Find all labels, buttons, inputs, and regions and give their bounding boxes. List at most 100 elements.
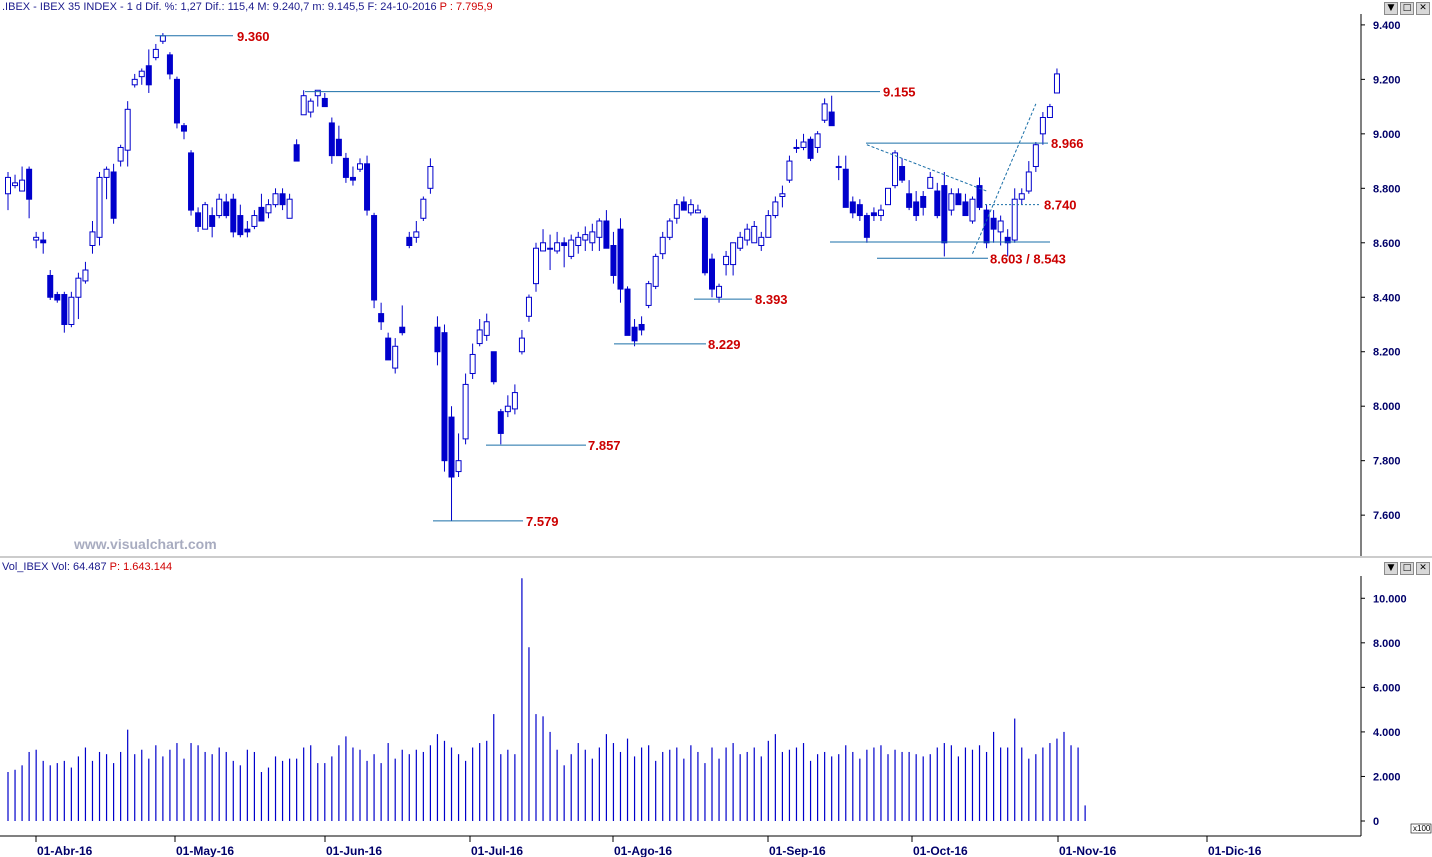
candle-body [687,204,694,214]
price-tick: 8.000 [1361,401,1401,413]
price-tick-label: 7.600 [1373,510,1401,522]
candle-body [744,228,751,241]
candle [927,171,934,189]
date-tick: 01-May-16 [174,836,234,857]
date-tick: 01-Ago-16 [612,836,672,857]
candle-body [885,187,891,206]
price-panel-window-buttons: ▼ □ ✕ [1384,2,1430,15]
candle-body [89,231,96,247]
date-axis: 01-Abr-16 01-May-16 01-Jun-16 01-Jul-16 01-A… [35,836,1262,857]
candle-body [835,166,842,169]
candle-body [617,228,624,290]
candle-body [1018,193,1025,200]
minimize-icon[interactable]: ▼ [1384,2,1398,15]
volume-tick: 4.000 [1361,727,1401,739]
candle-body [800,141,807,148]
candle [251,210,258,230]
price-tick-label: 8.800 [1373,183,1401,195]
candle-body [244,228,251,233]
date-tick-label: 01-Jun-16 [326,844,382,857]
volume-multiplier: x100 [1413,824,1431,833]
candle [842,155,849,208]
candle-body [765,215,772,238]
candle-body [533,247,539,285]
candle [265,199,272,219]
price-level-label: 9.155 [883,85,916,100]
volume-tick: 0 [1361,816,1379,828]
max-label: M: 9.240,7 [257,1,310,13]
price-level-label: 7.857 [588,438,621,453]
candle [793,139,800,153]
candle [1011,188,1018,243]
date-tick: 01-Nov-16 [1057,836,1117,857]
volume-tick: 8.000 [1361,638,1401,650]
restore-icon[interactable]: □ [1400,562,1414,575]
candle-body [427,166,434,189]
candle-body [357,163,363,170]
candle-body [1039,116,1046,135]
candle [195,207,202,232]
candle-body [181,125,187,132]
candle [181,122,187,140]
candle [392,338,399,374]
candle [406,231,413,249]
candle-body [596,220,603,238]
minimize-icon[interactable]: ▼ [1384,562,1398,575]
candle-body [349,176,356,181]
candle-body [434,326,441,353]
price-tick-label: 8.600 [1373,238,1401,250]
candle [216,193,223,219]
candle-body [582,234,589,241]
symbol-label: .IBEX - IBEX 35 INDEX - 1 d [2,1,142,13]
candle-body [364,163,371,211]
candle-body [237,215,244,236]
candle [547,234,554,271]
candle-body [920,195,927,208]
price-tick-label: 8.200 [1373,347,1401,359]
candle [385,332,392,361]
candle-body [216,198,223,217]
candle-body [448,416,455,478]
price-tick: 8.800 [1361,183,1401,195]
candle [47,270,54,300]
candle-body [673,204,680,219]
price-tick-label: 7.800 [1373,456,1401,468]
candle-body [892,152,899,187]
close-icon[interactable]: ✕ [1416,2,1430,15]
candle [371,212,378,309]
candle-body [793,146,800,149]
candle-body [716,285,723,298]
candle [279,188,286,211]
candle-body [540,242,547,252]
candle-body [110,171,117,219]
candle [293,139,300,162]
min-label: m: 9.145,5 [312,1,365,13]
candle-body [54,294,61,301]
restore-icon[interactable]: □ [1400,2,1414,15]
candle [758,231,765,251]
candle-body [166,54,173,75]
candle [948,188,955,216]
candle [272,188,279,208]
candle [321,92,328,108]
candle-body [159,35,166,42]
candle-body [5,176,11,195]
volume-tick-label: 8.000 [1373,638,1401,650]
x100-badge: x100 [1410,823,1432,834]
price-tick-label: 8.000 [1373,401,1401,413]
date-tick-label: 01-Nov-16 [1059,844,1117,857]
candle-body [906,193,913,208]
candle-body [490,351,497,383]
candle [82,261,89,284]
candle-body [371,215,378,301]
candle-body [849,201,856,214]
volume-price-label: P: 1.643.144 [109,561,173,573]
candle-body [293,144,300,162]
candle [68,291,75,328]
candle-body [476,329,483,345]
price-tick: 9.200 [1361,74,1401,86]
close-icon[interactable]: ✕ [1416,562,1430,575]
price-tick: 9.000 [1361,129,1401,141]
candle-body [117,146,124,162]
